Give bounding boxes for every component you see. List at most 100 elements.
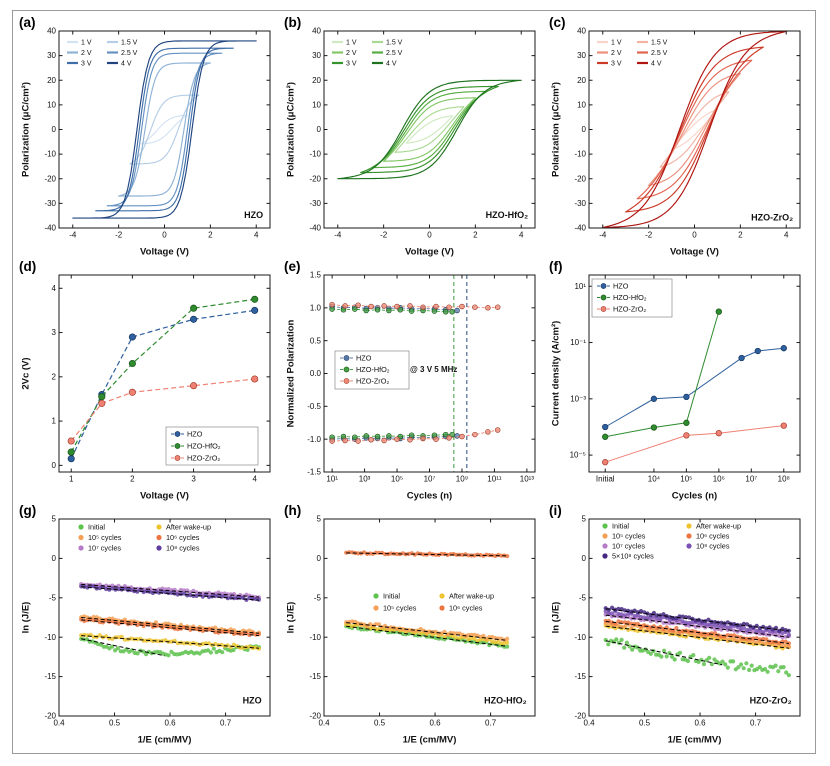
svg-text:-30: -30	[44, 199, 56, 208]
svg-text:2.5 V: 2.5 V	[651, 50, 668, 57]
plot-area	[344, 550, 510, 649]
svg-text:-20: -20	[309, 174, 321, 183]
svg-text:3 V: 3 V	[81, 61, 92, 68]
svg-text:10⁷: 10⁷	[424, 475, 436, 484]
svg-text:HZO-HfO₂: HZO-HfO₂	[486, 210, 529, 220]
svg-text:0: 0	[52, 461, 57, 470]
svg-text:5: 5	[317, 515, 322, 524]
svg-text:Current density (A/cm²): Current density (A/cm²)	[551, 321, 562, 427]
svg-text:After wake-up: After wake-up	[449, 592, 494, 601]
svg-text:0: 0	[427, 231, 432, 240]
svg-text:10⁸: 10⁸	[778, 475, 790, 484]
svg-text:10⁻¹: 10⁻¹	[570, 338, 586, 347]
svg-text:2.5 V: 2.5 V	[121, 50, 138, 57]
svg-text:Voltage (V): Voltage (V)	[140, 247, 189, 258]
svg-text:HZO-ZrO₂: HZO-ZrO₂	[751, 213, 793, 223]
svg-text:0.5: 0.5	[310, 336, 322, 345]
series-fit	[81, 619, 259, 637]
svg-text:-10: -10	[44, 633, 56, 642]
svg-text:2: 2	[738, 231, 743, 240]
plot-frame	[323, 518, 536, 717]
svg-text:-2: -2	[380, 231, 388, 240]
panel-label-i: (i)	[549, 503, 562, 518]
svg-text:0.7: 0.7	[750, 719, 762, 728]
svg-text:HZO-HfO₂: HZO-HfO₂	[187, 442, 221, 451]
plot-area	[603, 605, 791, 678]
svg-text:10⁶: 10⁶	[713, 475, 725, 484]
svg-text:-20: -20	[44, 174, 56, 183]
svg-text:HZO: HZO	[356, 354, 372, 363]
plot-area	[79, 582, 261, 658]
svg-text:-5: -5	[49, 593, 57, 602]
svg-text:40: 40	[312, 27, 321, 36]
svg-text:10¹¹: 10¹¹	[487, 475, 502, 484]
svg-text:0.4: 0.4	[318, 719, 330, 728]
plot-area	[602, 31, 787, 228]
svg-text:10: 10	[47, 100, 56, 109]
svg-text:30: 30	[47, 51, 56, 60]
svg-text:0: 0	[52, 125, 57, 134]
svg-text:1.5 V: 1.5 V	[651, 40, 668, 47]
svg-text:Cycles (n): Cycles (n)	[672, 491, 717, 502]
svg-text:-20: -20	[574, 712, 586, 721]
svg-text:1.5 V: 1.5 V	[121, 40, 138, 47]
series-fit	[346, 552, 508, 557]
svg-text:-30: -30	[309, 199, 321, 208]
figure-grid: -4 -2 0 2 4 -40 -30 -20 -10 0 10 20 30 40 Voltage (V) P…	[19, 15, 809, 746]
svg-text:HZO-HfO₂: HZO-HfO₂	[613, 293, 647, 302]
svg-text:0.6: 0.6	[694, 719, 706, 728]
svg-text:1 V: 1 V	[346, 40, 357, 47]
svg-text:5×10⁸ cycles: 5×10⁸ cycles	[612, 552, 654, 561]
series-HZO-ZrO₂	[67, 375, 259, 445]
plot-area	[67, 295, 259, 463]
axes: Initial 10⁴ 10⁵ 10⁶ 10⁷ 10⁸ 10¹ 10⁻¹ 10⁻³ 10⁻⁵ Cyc…	[551, 275, 800, 502]
series-fit	[605, 625, 789, 649]
svg-text:10¹: 10¹	[574, 282, 586, 291]
series-1 V	[671, 108, 718, 151]
svg-text:10¹³: 10¹³	[520, 475, 535, 484]
svg-text:20: 20	[577, 76, 586, 85]
svg-text:20: 20	[312, 76, 321, 85]
svg-text:Cycles (n): Cycles (n)	[407, 491, 452, 502]
svg-text:10⁷ cycles: 10⁷ cycles	[612, 542, 645, 551]
svg-text:HZO-ZrO₂: HZO-ZrO₂	[356, 377, 389, 386]
svg-text:4: 4	[784, 231, 789, 240]
plot-area	[72, 40, 257, 219]
svg-text:1/E (cm/MV): 1/E (cm/MV)	[668, 735, 722, 746]
svg-text:Initial: Initial	[612, 522, 629, 531]
svg-text:HZO: HZO	[613, 282, 629, 291]
series-fit	[605, 608, 789, 632]
svg-text:-5: -5	[579, 593, 587, 602]
chart-f-svg: Initial 10⁴ 10⁵ 10⁶ 10⁷ 10⁸ 10¹ 10⁻¹ 10⁻³ 10⁻⁵ Cyc…	[551, 274, 801, 502]
svg-text:0.0: 0.0	[310, 369, 322, 378]
svg-text:Initial: Initial	[383, 592, 400, 601]
svg-text:1.0: 1.0	[310, 303, 322, 312]
svg-text:2Vc (V): 2Vc (V)	[21, 357, 32, 389]
svg-text:2: 2	[130, 475, 135, 484]
svg-text:1: 1	[52, 417, 57, 426]
svg-text:4: 4	[519, 231, 524, 240]
svg-text:-0.5: -0.5	[307, 402, 321, 411]
svg-text:10⁸ cycles: 10⁸ cycles	[166, 544, 200, 553]
svg-text:5: 5	[52, 515, 57, 524]
series-2 V	[648, 72, 741, 187]
svg-text:-10: -10	[574, 633, 586, 642]
series-fit	[605, 614, 789, 638]
svg-text:40: 40	[47, 27, 56, 36]
panel-label-d: (d)	[19, 259, 37, 274]
svg-text:1/E (cm/MV): 1/E (cm/MV)	[403, 735, 457, 746]
svg-text:-4: -4	[334, 231, 342, 240]
svg-text:4: 4	[52, 284, 57, 293]
series-fit	[81, 586, 259, 601]
svg-text:1 V: 1 V	[81, 40, 92, 47]
plot-frame	[58, 518, 271, 717]
panel-f: Initial 10⁴ 10⁵ 10⁶ 10⁷ 10⁸ 10¹ 10⁻¹ 10⁻³ 10⁻⁵ Cyc…	[549, 259, 809, 502]
svg-text:0.4: 0.4	[583, 719, 595, 728]
svg-text:3: 3	[191, 475, 196, 484]
plot-frame	[588, 518, 801, 717]
svg-text:2 V: 2 V	[611, 50, 622, 57]
chart-i-svg: 0.4 0.5 0.6 0.7 5 0 -5 -10 -15 -20 1/E (cm/MV) ln (…	[551, 515, 801, 746]
panel-label-e: (e)	[284, 259, 301, 274]
plot-frame	[58, 274, 271, 473]
